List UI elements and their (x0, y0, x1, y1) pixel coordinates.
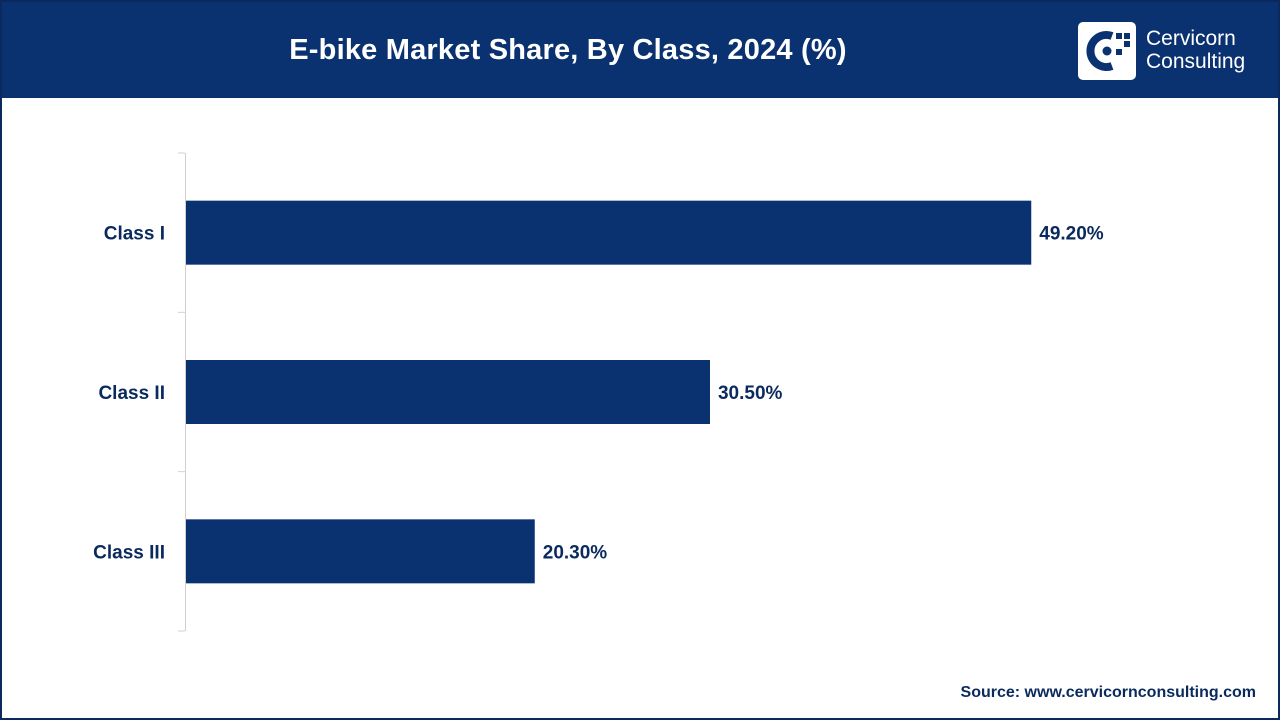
header-bar: E-bike Market Share, By Class, 2024 (%) … (2, 2, 1278, 98)
data-label: 20.30% (543, 542, 608, 563)
brand-line-2: Consulting (1146, 50, 1246, 73)
category-label: Class I (104, 224, 165, 245)
category-label: Class III (93, 542, 165, 563)
source-note: Source: www.cervicornconsulting.com (960, 684, 1256, 701)
bar (186, 519, 535, 584)
brand-line-1: Cervicorn (1146, 27, 1236, 50)
chart-title: E-bike Market Share, By Class, 2024 (%) (289, 34, 847, 66)
cervicorn-logo-icon (1078, 22, 1136, 80)
bar (186, 360, 710, 424)
brand-name: Cervicorn Consulting (1146, 27, 1245, 73)
brand-logo: Cervicorn Consulting (1078, 22, 1268, 80)
category-label: Class II (98, 383, 165, 404)
bar (186, 200, 1032, 265)
data-label: 30.50% (718, 383, 783, 404)
data-label: 49.20% (1039, 224, 1104, 245)
bar-chart: Class I 49.20% Class II 30.50% Class III 20.3… (93, 152, 1104, 632)
